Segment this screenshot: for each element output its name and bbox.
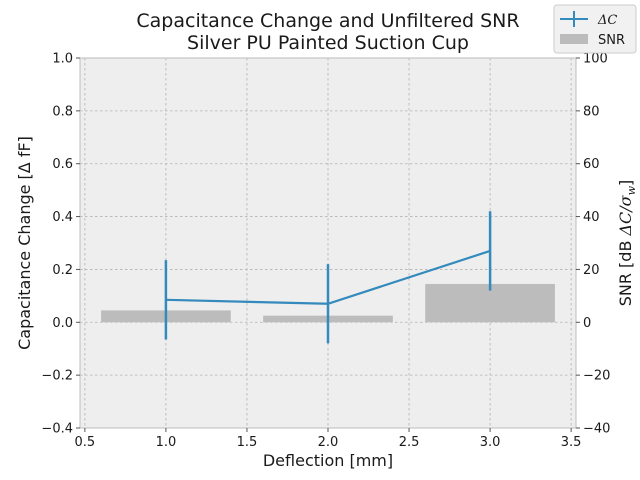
y-right-tick-label: −40: [583, 422, 610, 437]
y-right-label-suffix: ]: [616, 180, 635, 186]
chart-title: Capacitance Change and Unfiltered SNR: [136, 10, 519, 32]
y-right-tick-label: 40: [583, 210, 600, 225]
y-left-tick-label: 0.4: [52, 210, 73, 225]
chart-subtitle: Silver PU Painted Suction Cup: [187, 32, 469, 54]
y-left-axis-label: Capacitance Change [Δ fF]: [15, 136, 34, 350]
x-axis-label: Deflection [mm]: [263, 451, 393, 470]
y-right-label-prefix: SNR [dB: [616, 235, 635, 306]
x-tick-label: 1.0: [156, 435, 177, 450]
y-right-label-math: ΔC/σ: [616, 194, 635, 236]
x-axis-ticks: 0.5 1.0 1.5 2.0 2.5 3.0 3.5: [75, 428, 582, 450]
capacitance-line: [164, 211, 492, 344]
grid: [80, 57, 576, 429]
x-tick-label: 0.5: [75, 435, 96, 450]
y-left-tick-label: 0.2: [52, 263, 73, 278]
y-right-label-math-sub: w: [625, 185, 638, 195]
x-tick-label: 3.0: [480, 435, 501, 450]
y-right-tick-label: 100: [583, 52, 608, 67]
y-left-tick-label: −0.4: [41, 422, 73, 437]
legend: ΔC SNR: [553, 4, 637, 54]
y-right-axis-label: SNR [dB ΔC/σw]: [616, 180, 638, 307]
y-left-tick-label: −0.2: [41, 369, 73, 384]
y-right-tick-label: 0: [583, 316, 591, 331]
y-right-tick-label: 60: [583, 157, 600, 172]
x-tick-label: 1.5: [237, 435, 258, 450]
y-right-tick-label: 20: [583, 263, 600, 278]
x-tick-label: 2.0: [318, 435, 339, 450]
y-left-tick-label: 0.0: [52, 316, 73, 331]
y-left-tick-label: 0.6: [52, 157, 73, 172]
y-right-tick-label: −20: [583, 369, 610, 384]
y-left-tick-label: 0.8: [52, 104, 73, 119]
x-tick-label: 3.5: [561, 435, 582, 450]
y-right-tick-label: 80: [583, 104, 600, 119]
legend-label-delta-c: ΔC: [597, 13, 617, 28]
x-tick-label: 2.5: [399, 435, 420, 450]
legend-bar-swatch: [560, 34, 588, 44]
y-left-axis-ticks: −0.4 −0.2 0.0 0.2 0.4 0.6 0.8 1.0: [41, 52, 80, 437]
y-right-axis-ticks: −40 −20 0 20 40 60 80 100: [576, 52, 610, 437]
y-left-tick-label: 1.0: [52, 52, 73, 67]
legend-label-snr: SNR: [598, 33, 625, 48]
